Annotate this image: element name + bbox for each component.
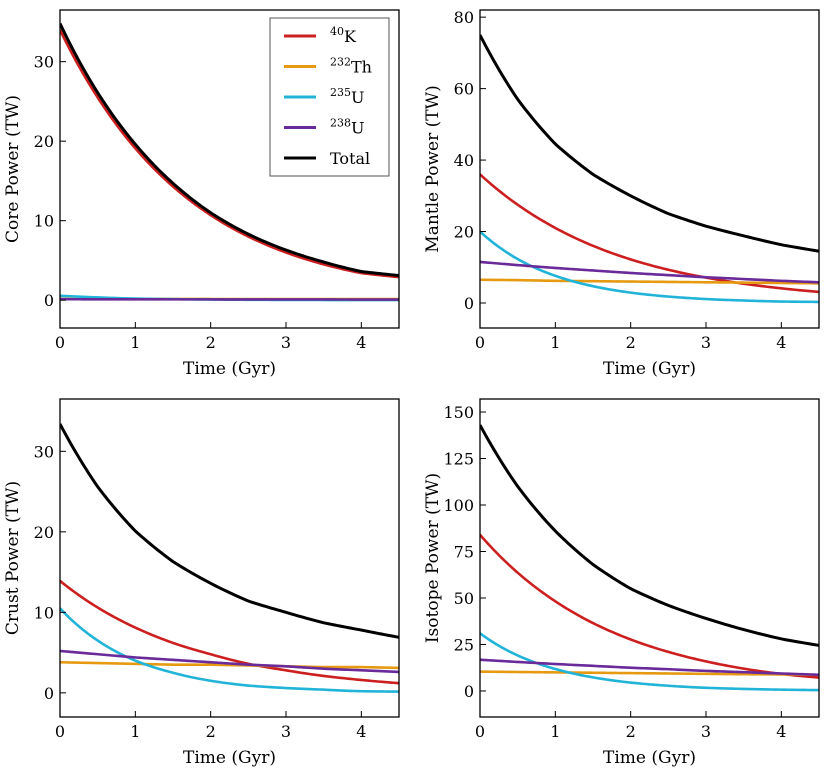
y-tick-label: 50 xyxy=(454,589,474,608)
x-tick-label: 4 xyxy=(776,333,786,352)
x-tick-label: 4 xyxy=(356,333,366,352)
y-tick-label: 75 xyxy=(454,542,474,561)
line-crust-238U xyxy=(60,649,399,674)
line-mantle-232Th xyxy=(480,278,819,285)
line-mantle-40K xyxy=(480,173,819,294)
legend-sup: 40 xyxy=(330,25,344,38)
y-axis-label: Crust Power (TW) xyxy=(3,481,23,635)
line-mantle-235U xyxy=(480,230,819,304)
legend-label-Th232: 232Th xyxy=(330,56,372,77)
y-tick-label: 30 xyxy=(34,442,54,461)
x-tick-label: 2 xyxy=(626,333,636,352)
series-group xyxy=(60,22,399,302)
panel-isotope: 0 1 2 3 4 0 25 50 75 100 125 150 Time (Gyr) Isotope P… xyxy=(423,398,820,768)
line-isotope-Total xyxy=(480,424,819,647)
axes-frame xyxy=(479,398,820,718)
axes-frame xyxy=(59,9,400,329)
line-isotope-232Th xyxy=(480,670,819,677)
y-tick-label: 0 xyxy=(44,291,54,310)
y-tick-label: 40 xyxy=(454,151,474,170)
x-tick-label: 1 xyxy=(550,333,560,352)
axes-frame xyxy=(479,9,820,329)
legend-sup: 232 xyxy=(330,56,351,69)
y-tick-label: 0 xyxy=(464,682,474,701)
y-tick-label: 0 xyxy=(44,684,54,703)
x-tick-label: 4 xyxy=(356,722,366,741)
legend-base: U xyxy=(351,119,364,138)
line-core-40K xyxy=(60,29,399,279)
line-mantle-238U xyxy=(480,260,819,284)
y-tick-label: 20 xyxy=(454,223,474,242)
x-tick-label: 2 xyxy=(206,333,216,352)
y-tick-label: 10 xyxy=(34,603,54,622)
x-tick-label: 3 xyxy=(701,333,711,352)
y-axis-label: Isotope Power (TW) xyxy=(423,473,443,643)
y-tick-label: 0 xyxy=(464,294,474,313)
x-axis-label: Time (Gyr) xyxy=(603,748,696,768)
y-tick-label: 10 xyxy=(34,212,54,231)
x-tick-label: 3 xyxy=(701,722,711,741)
series-group xyxy=(60,423,399,693)
x-tick-label: 1 xyxy=(130,722,140,741)
y-axis-label: Mantle Power (TW) xyxy=(423,85,443,252)
line-isotope-40K xyxy=(480,533,819,679)
x-tick-label: 3 xyxy=(281,333,291,352)
legend-label-U238: 238U xyxy=(330,117,364,138)
series-group xyxy=(480,424,819,692)
x-tick-label: 2 xyxy=(206,722,216,741)
x-axis-label: Time (Gyr) xyxy=(603,359,696,379)
x-tick-label: 0 xyxy=(55,333,65,352)
legend-label-K40: 40K xyxy=(330,25,357,46)
y-tick-label: 60 xyxy=(454,80,474,99)
legend-label-U235: 235U xyxy=(330,86,364,107)
y-tick-label: 125 xyxy=(443,450,474,469)
x-tick-label: 3 xyxy=(281,722,291,741)
x-tick-label: 1 xyxy=(550,722,560,741)
legend-base: U xyxy=(351,88,364,107)
x-tick-label: 2 xyxy=(626,722,636,741)
legend-label-Total: Total xyxy=(330,149,370,168)
y-tick-label: 150 xyxy=(443,403,474,422)
y-tick-label: 20 xyxy=(34,523,54,542)
legend-base: K xyxy=(344,27,357,46)
x-tick-label: 0 xyxy=(475,333,485,352)
series-group xyxy=(480,34,819,304)
x-tick-label: 1 xyxy=(130,333,140,352)
y-axis-label: Core Power (TW) xyxy=(3,95,23,243)
line-crust-232Th xyxy=(60,660,399,670)
axes-frame xyxy=(59,398,400,718)
line-isotope-238U xyxy=(480,658,819,677)
line-core-Total xyxy=(60,22,399,278)
line-crust-Total xyxy=(60,423,399,639)
line-crust-235U xyxy=(60,607,399,693)
legend-base: Th xyxy=(351,58,372,77)
line-mantle-Total xyxy=(480,34,819,253)
panel-crust: 0 1 2 3 4 0 10 20 30 Time (Gyr) Crust Power (TW) xyxy=(3,398,400,768)
legend-sup: 238 xyxy=(330,117,351,130)
x-axis-label: Time (Gyr) xyxy=(183,359,276,379)
line-crust-40K xyxy=(60,579,399,685)
y-tick-label: 25 xyxy=(454,635,474,654)
x-tick-label: 0 xyxy=(475,722,485,741)
y-tick-label: 100 xyxy=(443,496,474,515)
y-tick-label: 20 xyxy=(34,132,54,151)
x-tick-label: 0 xyxy=(55,722,65,741)
y-tick-label: 30 xyxy=(34,53,54,72)
legend-sup: 235 xyxy=(330,86,351,99)
x-tick-label: 4 xyxy=(776,722,786,741)
y-tick-label: 80 xyxy=(454,8,474,27)
x-axis-label: Time (Gyr) xyxy=(183,748,276,768)
